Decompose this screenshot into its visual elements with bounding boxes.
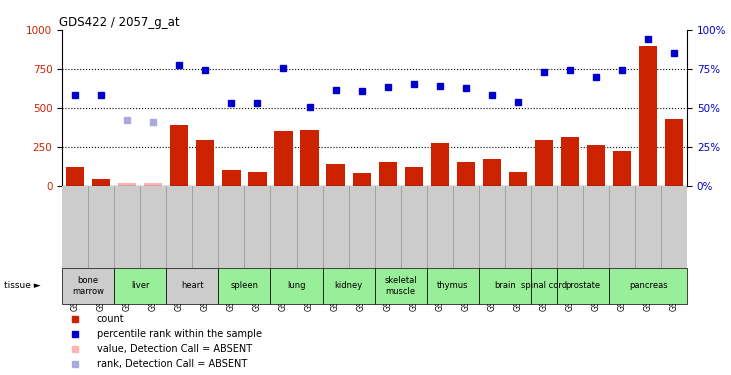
Text: kidney: kidney [335,281,363,290]
Text: brain: brain [494,281,516,290]
Bar [170,125,189,186]
Bar [92,178,110,186]
Bar [587,145,605,186]
FancyBboxPatch shape [427,268,479,304]
Bar [274,131,292,186]
Bar [249,172,267,186]
Bar [352,173,371,186]
Bar [639,46,657,186]
FancyBboxPatch shape [322,268,374,304]
Bar [118,183,137,186]
FancyBboxPatch shape [114,268,167,304]
Bar [222,170,240,186]
Text: pancreas: pancreas [629,281,667,290]
Text: liver: liver [131,281,150,290]
Text: skeletal
muscle: skeletal muscle [385,276,417,296]
Bar [144,183,162,186]
Bar [665,119,683,186]
Text: percentile rank within the sample: percentile rank within the sample [96,329,262,339]
Bar [196,141,214,186]
Bar [66,167,84,186]
FancyBboxPatch shape [374,268,427,304]
Bar [300,130,319,186]
FancyBboxPatch shape [609,268,687,304]
Text: value, Detection Call = ABSENT: value, Detection Call = ABSENT [96,344,251,354]
Bar [327,164,345,186]
Bar [482,159,501,186]
Text: bone
marrow: bone marrow [72,276,105,296]
Bar [509,172,527,186]
Bar [379,162,397,186]
Bar [561,137,579,186]
FancyBboxPatch shape [557,268,609,304]
FancyBboxPatch shape [219,268,270,304]
Text: spinal cord: spinal cord [521,281,567,290]
Bar [431,143,449,186]
Text: rank, Detection Call = ABSENT: rank, Detection Call = ABSENT [96,359,247,369]
Text: count: count [96,314,124,324]
Text: prostate: prostate [565,281,601,290]
Text: heart: heart [181,281,204,290]
FancyBboxPatch shape [167,268,219,304]
Bar [457,162,475,186]
FancyBboxPatch shape [531,268,557,304]
Text: GDS422 / 2057_g_at: GDS422 / 2057_g_at [59,16,180,29]
Text: thymus: thymus [437,281,469,290]
FancyBboxPatch shape [270,268,322,304]
Bar [535,140,553,186]
FancyBboxPatch shape [479,268,531,304]
Bar [404,167,423,186]
Bar [613,152,631,186]
FancyBboxPatch shape [62,268,114,304]
Text: lung: lung [287,281,306,290]
Text: tissue ►: tissue ► [4,281,40,290]
Text: spleen: spleen [230,281,259,290]
